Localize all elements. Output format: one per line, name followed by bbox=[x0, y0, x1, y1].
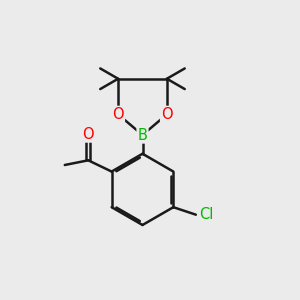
Text: Cl: Cl bbox=[200, 207, 214, 222]
Text: O: O bbox=[112, 107, 124, 122]
Text: O: O bbox=[82, 127, 94, 142]
Text: B: B bbox=[138, 128, 147, 142]
Text: O: O bbox=[161, 107, 173, 122]
